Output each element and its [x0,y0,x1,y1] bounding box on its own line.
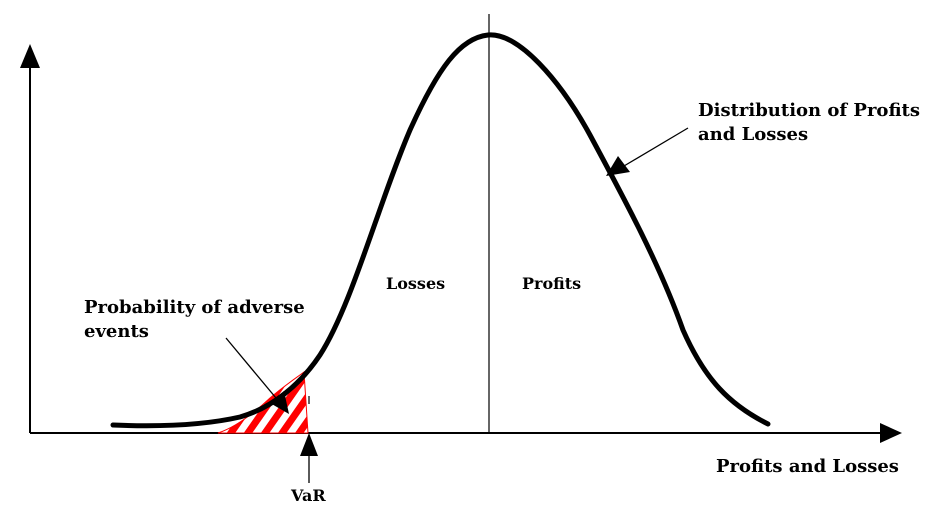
x-axis-label: Profits and Losses [716,456,899,477]
distribution-label-line1: Distribution of Profits [698,100,920,121]
distribution-curve [110,32,771,429]
distribution-pointer-arrowhead [606,156,630,176]
var-label: VaR [290,486,326,505]
distribution-pointer-line [623,127,689,167]
profits-label: Profits [522,274,581,293]
x-axis-arrowhead [880,423,902,443]
tail-hatched-region [217,371,309,434]
adverse-label-line2: events [84,321,149,342]
losses-label: Losses [386,274,445,293]
adverse-pointer-arrowhead [270,391,289,414]
distribution-label-line2: and Losses [698,124,808,145]
y-axis-arrowhead [20,44,40,68]
adverse-pointer-line [225,337,277,399]
var-arrowhead [300,433,318,456]
adverse-label-line1: Probability of adverse [84,297,305,318]
